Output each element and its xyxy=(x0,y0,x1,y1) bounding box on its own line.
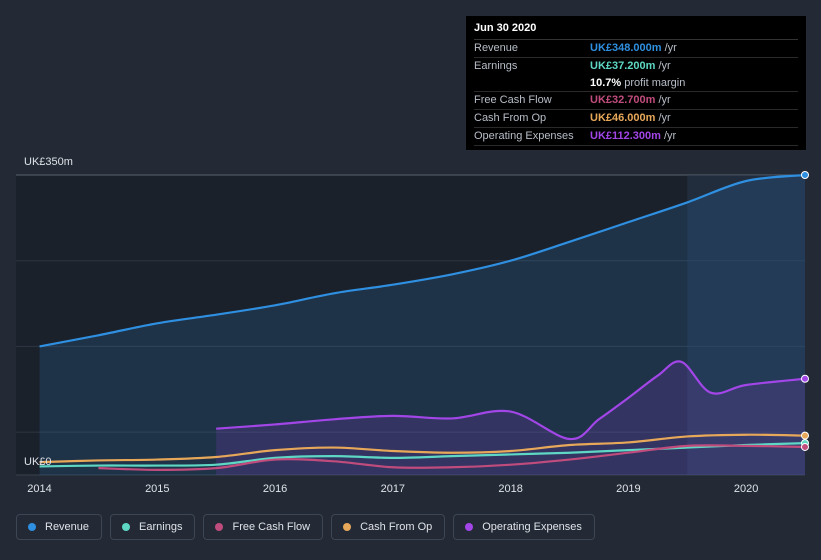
x-tick-label: 2017 xyxy=(381,483,405,495)
series-group xyxy=(39,171,809,475)
tooltip-label: Revenue xyxy=(474,42,519,54)
free-cash-flow-line xyxy=(98,444,806,471)
legend-item-cash-from-op[interactable]: Cash From Op xyxy=(331,514,446,540)
operating-expenses-line xyxy=(216,360,806,441)
tooltip-row-operating-expenses: Operating Expenses UK£112.300m /yr xyxy=(474,128,798,146)
tooltip-unit: /yr xyxy=(658,112,671,125)
revenue-area xyxy=(39,175,805,475)
tooltip-label: Earnings xyxy=(474,59,518,72)
legend-item-free-cash-flow[interactable]: Free Cash Flow xyxy=(203,514,324,540)
tooltip-row-cash-from-op: Cash From Op UK£46.000m /yr xyxy=(474,110,798,128)
free-cash-flow-dot-icon xyxy=(215,523,224,531)
highlight-rect xyxy=(687,175,805,475)
tooltip-value: 10.7% xyxy=(590,76,622,89)
cash-from-op-end-marker xyxy=(801,431,809,440)
x-tick-label: 2015 xyxy=(145,483,169,495)
revenue-dot-icon xyxy=(28,523,36,531)
legend-label: Free Cash Flow xyxy=(232,521,311,533)
tooltip-value: UK£32.700m xyxy=(590,94,656,107)
highlight-band xyxy=(687,175,805,475)
tooltip-value: UK£112.300m xyxy=(590,129,661,142)
legend-item-earnings[interactable]: Earnings xyxy=(110,514,196,540)
y-axis-min-label: UK£0 xyxy=(24,456,52,468)
cash-from-op-dot-icon xyxy=(343,523,352,531)
tooltip-unit: profit margin xyxy=(624,76,686,89)
legend-label: Revenue xyxy=(45,521,90,533)
tooltip-unit: /yr xyxy=(663,129,677,142)
tooltip-unit: /yr xyxy=(664,42,677,54)
tooltip-value: UK£348.000m xyxy=(590,42,662,54)
x-tick-label: 2014 xyxy=(27,483,51,495)
revenue-line xyxy=(39,173,806,348)
x-tick-label: 2019 xyxy=(616,483,640,495)
x-axis: 2014 2015 2016 2017 2018 2019 2020 xyxy=(27,483,758,495)
legend-label: Cash From Op xyxy=(360,521,433,533)
tooltip-value: UK£46.000m xyxy=(590,112,656,125)
tooltip-label: Free Cash Flow xyxy=(474,94,552,107)
revenue-end-marker xyxy=(801,171,809,179)
x-tick-label: 2020 xyxy=(734,483,758,495)
operating-expenses-area xyxy=(216,361,805,475)
tooltip-label: Cash From Op xyxy=(474,112,547,125)
cash-from-op-line xyxy=(39,433,806,464)
tooltip-unit: /yr xyxy=(658,94,671,107)
free-cash-flow-end-marker xyxy=(801,442,809,451)
tooltip-row-earnings: Earnings UK£37.200m /yr xyxy=(474,58,798,75)
data-tooltip: Jun 30 2020 Revenue UK£348.000m /yr Earn… xyxy=(466,16,806,150)
gridlines xyxy=(16,174,805,476)
tooltip-label: Operating Expenses xyxy=(474,129,574,142)
earnings-dot-icon xyxy=(122,523,131,531)
x-tick-label: 2016 xyxy=(263,483,287,495)
legend-item-operating-expenses[interactable]: Operating Expenses xyxy=(453,514,595,540)
legend-item-revenue[interactable]: Revenue xyxy=(16,514,103,540)
chart-legend: Revenue Earnings Free Cash Flow Cash Fro… xyxy=(16,514,603,540)
tooltip-row-revenue: Revenue UK£348.000m /yr xyxy=(474,40,798,58)
x-tick-label: 2018 xyxy=(498,483,522,495)
y-axis-max-label: UK£350m xyxy=(24,156,73,168)
legend-label: Operating Expenses xyxy=(482,521,582,533)
tooltip-date: Jun 30 2020 xyxy=(474,22,798,40)
tooltip-row-profit-margin: 10.7% profit margin xyxy=(474,75,798,93)
operating-expenses-dot-icon xyxy=(465,523,474,531)
legend-label: Earnings xyxy=(139,521,183,533)
tooltip-value: UK£37.200m xyxy=(590,59,656,72)
operating-expenses-end-marker xyxy=(801,374,809,383)
earnings-line xyxy=(39,442,806,468)
tooltip-row-free-cash-flow: Free Cash Flow UK£32.700m /yr xyxy=(474,92,798,111)
tooltip-unit: /yr xyxy=(658,59,671,72)
tooltip-label xyxy=(474,75,590,92)
